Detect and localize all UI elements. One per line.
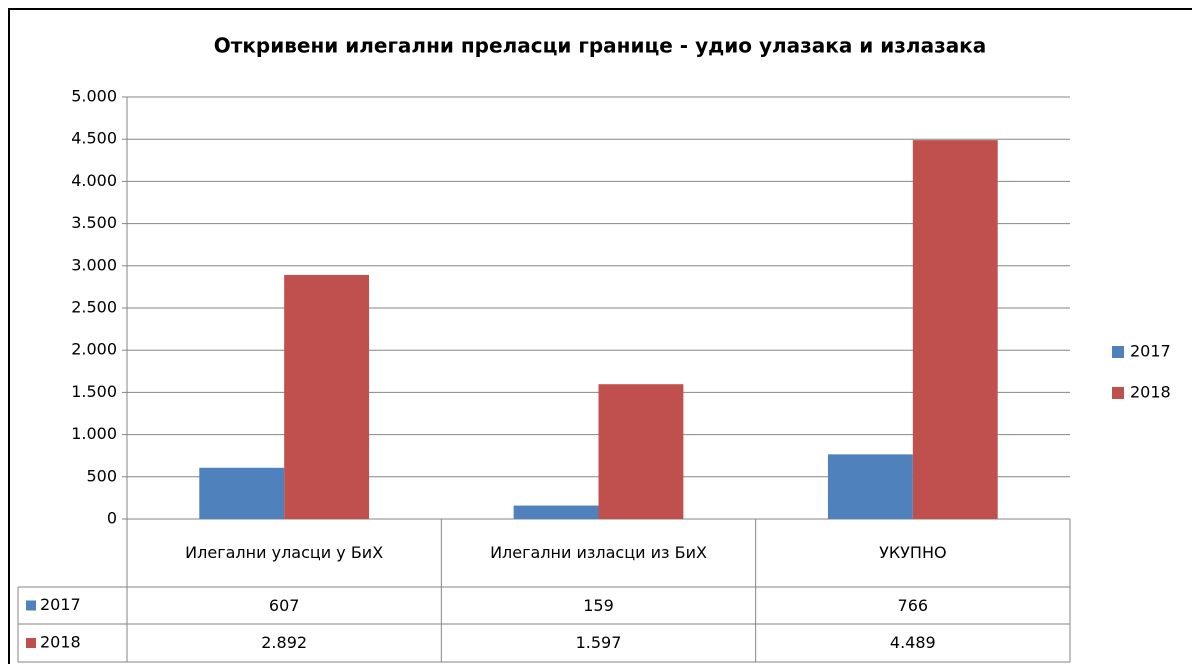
table-value: 159 (583, 595, 614, 615)
y-tick-label: 0 (107, 509, 117, 528)
legend-key (1112, 346, 1124, 358)
legend-label: 2017 (1130, 342, 1171, 361)
bar (284, 274, 370, 519)
bar (598, 384, 684, 519)
legend-key (1112, 387, 1124, 399)
y-tick-label: 1.000 (71, 424, 117, 443)
x-tick-label: Илегални изласци из БиХ (490, 543, 707, 562)
y-tick-label: 2.500 (71, 298, 117, 317)
table-value: 2.892 (261, 633, 308, 652)
table-series-label: 2017 (40, 595, 81, 614)
y-tick-label: 3.000 (71, 255, 117, 274)
table-value: 4.489 (889, 633, 936, 652)
y-tick-label: 1.500 (71, 382, 117, 401)
y-tick-label: 500 (86, 466, 117, 485)
bar (199, 467, 285, 519)
y-tick-label: 2.000 (71, 340, 117, 359)
table-value: 607 (268, 595, 300, 615)
table-series-label: 2018 (40, 633, 81, 652)
x-tick-label: УКУПНО (879, 543, 947, 562)
table-value: 766 (897, 595, 929, 615)
bar (912, 140, 998, 519)
x-tick-label: Илегални уласци у БиХ (185, 543, 384, 562)
table-legend-key (26, 638, 36, 648)
bar (513, 505, 599, 519)
table-value: 1.597 (575, 633, 622, 652)
y-tick-label: 5.000 (71, 87, 117, 106)
chart-title: Откривени илегални преласци границе - уд… (214, 34, 987, 58)
y-tick-label: 4.000 (71, 171, 117, 190)
y-tick-label: 3.500 (71, 213, 117, 232)
bar (827, 454, 913, 519)
table-legend-key (26, 600, 36, 611)
y-tick-label: 4.500 (71, 129, 117, 148)
legend-label: 2018 (1130, 383, 1171, 402)
